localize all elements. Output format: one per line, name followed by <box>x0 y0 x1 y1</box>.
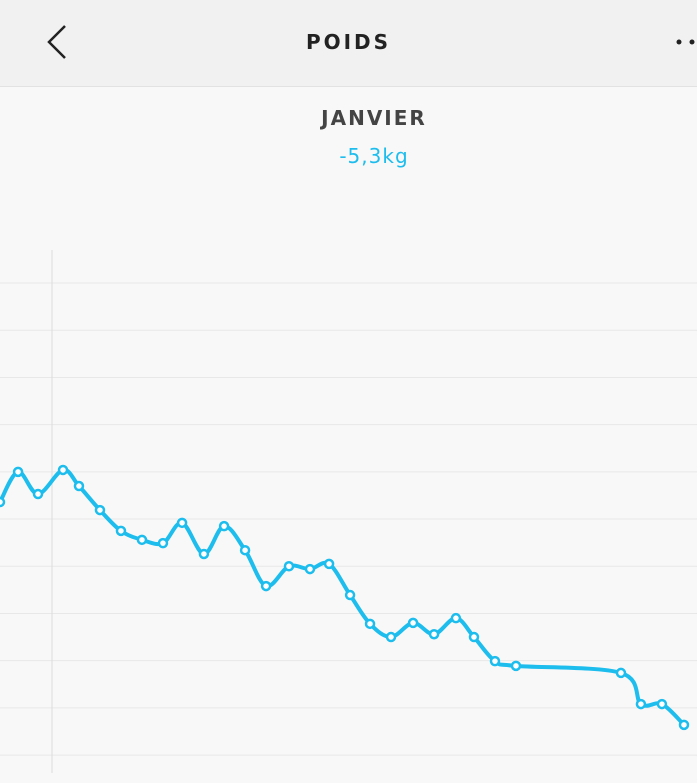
weight-point <box>468 631 480 643</box>
chart-title: JANVIER <box>321 106 427 130</box>
weight-point <box>489 655 501 667</box>
weight-point <box>323 558 335 570</box>
weight-point <box>136 534 148 546</box>
weight-point <box>510 660 522 672</box>
more-button-dot <box>689 39 695 45</box>
back-button[interactable] <box>47 25 66 59</box>
weight-point <box>94 504 106 516</box>
weight-point <box>304 563 316 575</box>
weight-point <box>385 631 397 643</box>
screen-title: POIDS <box>305 30 392 54</box>
weight-point <box>364 618 376 630</box>
weight-point <box>450 612 462 624</box>
weight-point <box>32 488 44 500</box>
weight-point <box>344 589 356 601</box>
weight-point <box>428 628 440 640</box>
weight-point <box>678 719 690 731</box>
weight-point <box>0 496 6 508</box>
weight-point <box>283 561 295 572</box>
weight-point <box>57 464 69 476</box>
chart-subtitle: -5,3kg <box>339 144 409 168</box>
weight-point <box>239 544 251 556</box>
weight-point <box>176 517 188 529</box>
weight-point <box>635 698 647 710</box>
weight-point <box>198 548 210 560</box>
header: POIDS <box>0 0 697 87</box>
weight-point <box>407 617 419 629</box>
weight-point <box>260 580 272 592</box>
weight-point <box>157 537 169 549</box>
weight-point <box>218 520 230 532</box>
weight-point <box>115 525 127 537</box>
more-button[interactable] <box>676 39 682 45</box>
header-icons <box>47 25 695 59</box>
weight-point <box>12 466 24 478</box>
weight-point <box>656 698 668 710</box>
weight-point <box>73 480 85 492</box>
weight-point <box>615 667 627 679</box>
